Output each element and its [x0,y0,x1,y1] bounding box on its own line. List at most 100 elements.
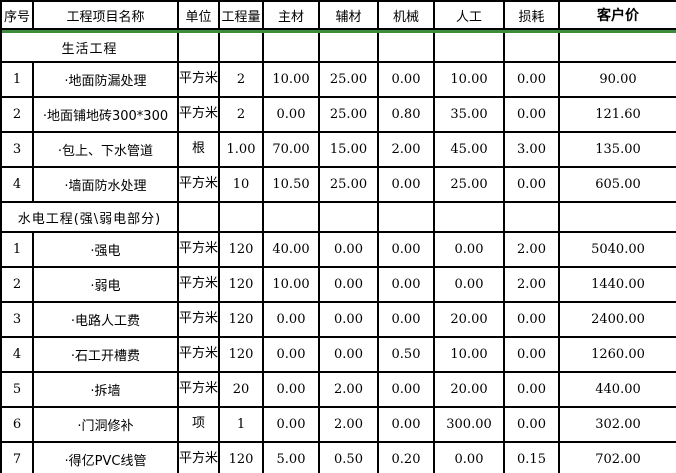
section-empty-cell [505,33,560,63]
cell-index: 2 [2,98,34,133]
column-header-index: 序号 [2,2,34,30]
cell-quantity: 120 [220,233,264,268]
cell-name: ·地面铺地砖300*300 [34,98,179,133]
cell-loss: 2.00 [505,233,560,268]
cell-customer-price: 440.00 [560,373,676,408]
section-empty-cell [379,33,435,63]
cell-name: ·包上、下水管道 [34,133,179,168]
column-header-labor: 人工 [435,2,505,30]
section-empty-cell [220,203,264,233]
column-header-unit: 单位 [179,2,220,30]
cell-aux-material: 25.00 [320,98,379,133]
cell-aux-material: 25.00 [320,63,379,98]
cell-name: ·拆墙 [34,373,179,408]
section-title: 生活工程 [2,33,179,63]
cell-machinery: 0.00 [379,373,435,408]
table-row: 2 ·弱电 平方米 120 10.00 0.00 0.00 0.00 2.00 1440.00 [2,268,676,303]
cell-index: 5 [2,373,34,408]
cell-customer-price: 90.00 [560,63,676,98]
section-empty-cell [560,33,676,63]
cell-main-material: 0.00 [264,338,320,373]
section-empty-cell [435,33,505,63]
section-empty-cell [505,203,560,233]
header-row: 序号 工程项目名称 单位 工程量 主材 辅材 机械 人工 损耗 客户价 [2,2,676,30]
table-row: 1 ·强电 平方米 120 40.00 0.00 0.00 0.00 2.00 5040.00 [2,233,676,268]
cell-quantity: 1 [220,408,264,443]
cell-aux-material: 0.00 [320,268,379,303]
cell-index: 6 [2,408,34,443]
cell-index: 4 [2,168,34,203]
section-empty-cell [435,203,505,233]
cell-main-material: 40.00 [264,233,320,268]
cell-customer-price: 135.00 [560,133,676,168]
cell-unit: 平方米 [179,443,220,473]
cell-aux-material: 15.00 [320,133,379,168]
table-row: 5 ·拆墙 平方米 20 0.00 2.00 0.00 20.00 0.00 440.00 [2,373,676,408]
cell-loss: 0.00 [505,373,560,408]
cell-labor: 10.00 [435,63,505,98]
cell-main-material: 70.00 [264,133,320,168]
cell-quantity: 10 [220,168,264,203]
cell-customer-price: 605.00 [560,168,676,203]
cell-loss: 0.00 [505,63,560,98]
green-rule [2,30,676,33]
cell-unit: 平方米 [179,338,220,373]
cell-quantity: 120 [220,268,264,303]
cell-labor: 20.00 [435,373,505,408]
cell-aux-material: 2.00 [320,373,379,408]
cell-machinery: 0.00 [379,303,435,338]
cell-quantity: 2 [220,63,264,98]
cell-unit: 根 [179,133,220,168]
cell-unit: 平方米 [179,168,220,203]
cell-loss: 3.00 [505,133,560,168]
section-empty-cell [320,33,379,63]
cell-name: ·得亿PVC线管 [34,443,179,473]
cell-index: 4 [2,338,34,373]
table-row: 6 ·门洞修补项 1 0.00 2.00 0.00 300.00 0.00 302.00 [2,408,676,443]
cell-unit: 项 [179,408,220,443]
cell-index: 2 [2,268,34,303]
cell-name: ·电路人工费 [34,303,179,338]
table-row: 3 ·电路人工费 平方米 120 0.00 0.00 0.00 20.00 0.00 2400.0… [2,303,676,338]
section-empty-cell [264,203,320,233]
cell-customer-price: 1260.00 [560,338,676,373]
cell-unit: 平方米 [179,98,220,133]
cell-loss: 0.00 [505,98,560,133]
cell-labor: 45.00 [435,133,505,168]
section-empty-cell [560,203,676,233]
cell-main-material: 0.00 [264,98,320,133]
cell-quantity: 20 [220,373,264,408]
cell-labor: 25.00 [435,168,505,203]
cell-main-material: 10.00 [264,63,320,98]
cell-customer-price: 1440.00 [560,268,676,303]
column-header-loss: 损耗 [505,2,560,30]
cell-aux-material: 0.00 [320,303,379,338]
cell-name: ·强电 [34,233,179,268]
cell-index: 3 [2,133,34,168]
cell-index: 7 [2,443,34,473]
cell-main-material: 0.00 [264,373,320,408]
cell-loss: 2.00 [505,268,560,303]
column-header-price: 客户价 [560,2,676,30]
section-row: 水电工程(强\弱电部分) [2,203,676,233]
cell-name: ·地面防漏处理 [34,63,179,98]
cell-name: ·弱电 [34,268,179,303]
table-row: 4 ·石工开槽费 平方米 120 0.00 0.00 0.50 10.00 0.00 1260.0… [2,338,676,373]
cell-machinery: 0.50 [379,338,435,373]
column-header-name: 工程项目名称 [34,2,179,30]
cell-loss: 0.00 [505,408,560,443]
cell-labor: 10.00 [435,338,505,373]
column-header-main: 主材 [264,2,320,30]
cell-main-material: 10.50 [264,168,320,203]
section-empty-cell [379,203,435,233]
section-row: 生活工程 [2,33,676,63]
cell-index: 3 [2,303,34,338]
cell-quantity: 1.00 [220,133,264,168]
cell-unit: 平方米 [179,233,220,268]
cell-quantity: 120 [220,443,264,473]
cell-customer-price: 302.00 [560,408,676,443]
section-title: 水电工程(强\弱电部分) [2,203,179,233]
cell-unit: 平方米 [179,63,220,98]
cell-index: 1 [2,233,34,268]
